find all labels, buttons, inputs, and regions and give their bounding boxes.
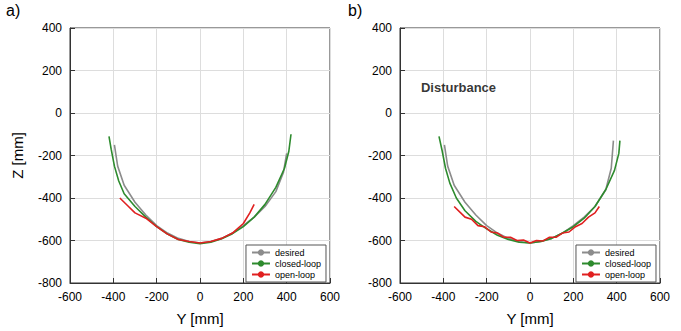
svg-text:0: 0 — [527, 290, 534, 304]
svg-text:open-loop: open-loop — [605, 270, 645, 280]
svg-text:400: 400 — [372, 21, 392, 35]
svg-text:400: 400 — [42, 21, 62, 35]
svg-text:Z [mm]: Z [mm] — [9, 132, 26, 179]
svg-text:400: 400 — [607, 290, 627, 304]
svg-text:-200: -200 — [475, 290, 499, 304]
svg-text:desired: desired — [275, 248, 305, 258]
svg-text:Disturbance: Disturbance — [421, 80, 496, 95]
svg-text:-200: -200 — [38, 149, 62, 163]
svg-text:400: 400 — [277, 290, 297, 304]
svg-text:a): a) — [6, 2, 20, 19]
svg-text:0: 0 — [385, 106, 392, 120]
svg-text:200: 200 — [42, 64, 62, 78]
svg-text:200: 200 — [233, 290, 253, 304]
svg-text:-200: -200 — [145, 290, 169, 304]
svg-text:200: 200 — [563, 290, 583, 304]
svg-text:-600: -600 — [388, 290, 412, 304]
svg-text:-400: -400 — [101, 290, 125, 304]
svg-text:-800: -800 — [38, 276, 62, 290]
svg-text:Y [mm]: Y [mm] — [176, 310, 223, 327]
svg-text:-600: -600 — [368, 234, 392, 248]
svg-text:600: 600 — [320, 290, 340, 304]
svg-text:-400: -400 — [431, 290, 455, 304]
svg-text:-600: -600 — [38, 234, 62, 248]
svg-text:b): b) — [348, 2, 362, 19]
svg-text:-200: -200 — [368, 149, 392, 163]
svg-text:-600: -600 — [58, 290, 82, 304]
svg-text:closed-loop: closed-loop — [275, 259, 321, 269]
svg-text:-400: -400 — [368, 191, 392, 205]
svg-text:Y [mm]: Y [mm] — [506, 310, 553, 327]
svg-text:0: 0 — [197, 290, 204, 304]
svg-text:600: 600 — [650, 290, 670, 304]
svg-text:desired: desired — [605, 248, 635, 258]
svg-text:-800: -800 — [368, 276, 392, 290]
svg-text:0: 0 — [55, 106, 62, 120]
svg-text:open-loop: open-loop — [275, 270, 315, 280]
svg-text:200: 200 — [372, 64, 392, 78]
svg-text:closed-loop: closed-loop — [605, 259, 651, 269]
svg-text:-400: -400 — [38, 191, 62, 205]
